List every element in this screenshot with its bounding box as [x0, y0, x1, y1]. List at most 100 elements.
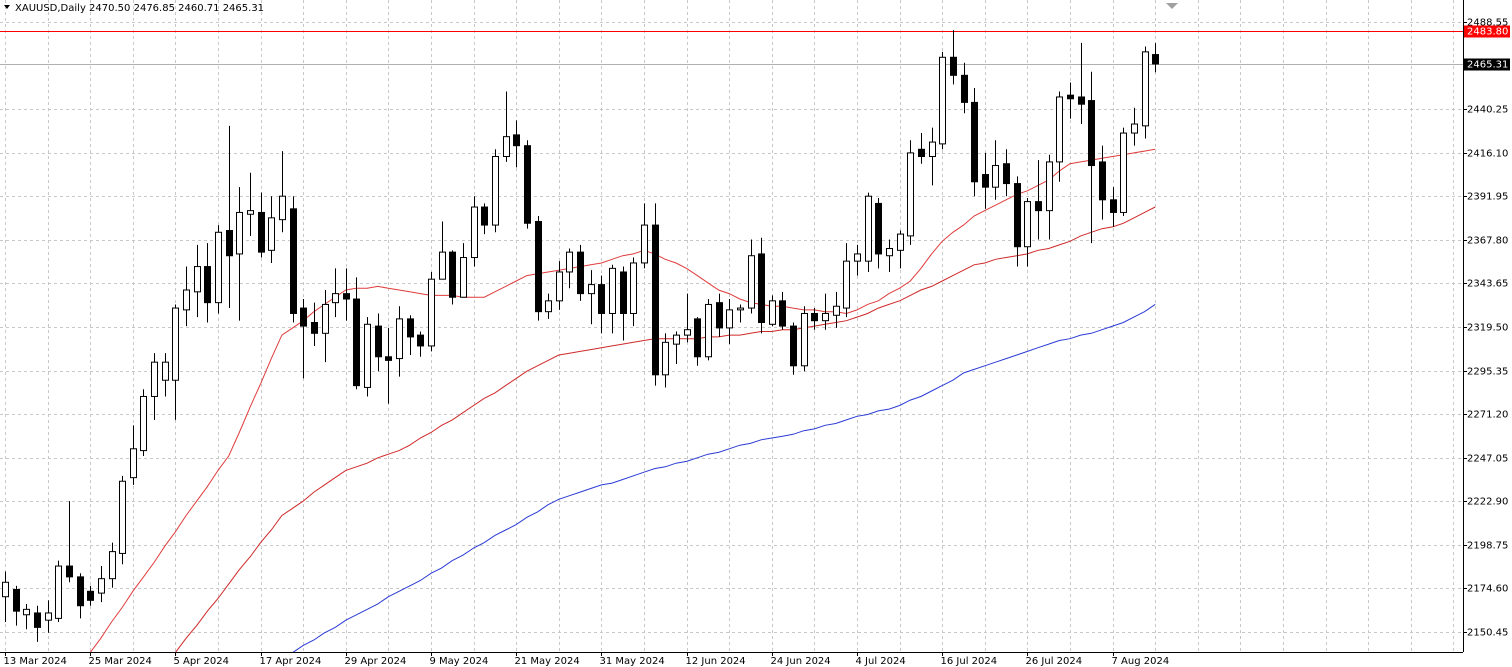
candle-body — [662, 341, 669, 376]
candle-body — [694, 318, 701, 358]
candle-body — [598, 284, 605, 314]
candle-body — [247, 210, 254, 215]
candle-body — [705, 303, 712, 358]
candle-body — [183, 289, 190, 311]
candle-body — [13, 589, 20, 612]
candle-body — [353, 298, 360, 387]
candle-body — [513, 134, 520, 147]
candle-body — [140, 395, 147, 452]
candle-body — [535, 220, 542, 313]
candle-body — [1078, 96, 1085, 105]
y-tick-label: 2222.90 — [1467, 497, 1508, 508]
candle-body — [609, 267, 616, 314]
grid — [0, 0, 1463, 652]
x-tick-label: 16 Jul 2024 — [941, 656, 998, 667]
x-tick-label: 31 May 2024 — [600, 656, 665, 667]
candle-body — [726, 309, 733, 329]
x-tick-label: 29 Apr 2024 — [345, 656, 407, 667]
candle-body — [460, 257, 467, 298]
candle-body — [226, 229, 233, 257]
candle-body — [87, 590, 94, 601]
candle-body — [258, 211, 265, 253]
candle-body — [77, 576, 84, 607]
candle-body — [1014, 183, 1021, 248]
candle-body — [577, 251, 584, 295]
quote-close: 2465.31 — [223, 3, 264, 14]
candle-body — [684, 329, 691, 336]
candle-body — [290, 208, 297, 314]
price-label-box — [1464, 58, 1510, 71]
candle-body — [652, 224, 659, 376]
candle-body — [130, 448, 137, 479]
candle-body — [1035, 201, 1042, 212]
candle-body — [1056, 96, 1063, 163]
candle-body — [162, 361, 169, 381]
x-tick-label: 13 Mar 2024 — [4, 656, 67, 667]
candle-body — [119, 480, 126, 554]
candle-body — [939, 56, 946, 145]
quote-high: 2476.85 — [134, 3, 175, 14]
candle-body — [55, 565, 62, 619]
candle-body — [907, 152, 914, 237]
x-tick-label: 4 Jul 2024 — [856, 656, 906, 667]
price-label: 2483.80 — [1467, 27, 1508, 38]
candle-body — [971, 101, 978, 183]
candle-body — [236, 211, 243, 255]
candle-body — [886, 248, 893, 257]
candle-body — [1024, 201, 1031, 248]
candle-body — [875, 202, 882, 255]
x-tick-label: 9 May 2024 — [430, 656, 489, 667]
candle-body — [481, 206, 488, 226]
candle-body — [811, 312, 818, 322]
candle-body — [109, 551, 116, 580]
candle-body — [769, 300, 776, 325]
candle-body — [992, 165, 999, 188]
candle-body — [1120, 132, 1127, 213]
candle-body — [716, 302, 723, 329]
candle-body — [1003, 163, 1010, 185]
candle-body — [300, 307, 307, 327]
candle-body — [194, 266, 201, 293]
price-label: 2465.31 — [1467, 60, 1508, 71]
plot — [0, 30, 1463, 654]
candle-body — [748, 255, 755, 309]
candle-body — [620, 271, 627, 314]
candle-body — [215, 231, 222, 304]
y-tick-label: 2198.75 — [1467, 541, 1508, 552]
candle-body — [34, 612, 41, 628]
quote-open: 2470.50 — [89, 3, 130, 14]
candle-body — [492, 156, 499, 226]
candle-body — [2, 581, 9, 598]
candle-body — [556, 271, 563, 302]
y-tick-label: 2319.50 — [1467, 323, 1508, 334]
candle-body — [45, 612, 52, 621]
candle-body — [961, 74, 968, 103]
symbol: XAUUSD,Daily — [15, 3, 86, 14]
header-arrow — [4, 5, 10, 9]
y-tick-label: 2367.80 — [1467, 236, 1508, 247]
x-tick-label: 7 Aug 2024 — [1112, 656, 1170, 667]
candle-body — [843, 260, 850, 309]
candle-body — [332, 293, 339, 304]
y-tick-label: 2295.35 — [1467, 367, 1508, 378]
candle-body — [375, 325, 382, 358]
candle-body — [364, 323, 371, 388]
price-label-box — [1464, 25, 1510, 38]
candle-body — [630, 262, 637, 314]
candle-body — [428, 278, 435, 347]
candle-body — [673, 334, 680, 345]
candle-body — [833, 305, 840, 316]
x-tick-label: 5 Apr 2024 — [174, 656, 229, 667]
line-series — [89, 148, 1156, 653]
candle-body — [343, 293, 350, 300]
candle-body — [1142, 51, 1149, 127]
y-tick-label: 2174.60 — [1467, 584, 1508, 595]
candle-body — [822, 312, 829, 322]
x-tick-label: 21 May 2024 — [515, 656, 580, 667]
x-tick-label: 12 Jun 2024 — [686, 656, 746, 667]
candle-body — [588, 284, 595, 295]
line-series — [292, 303, 1156, 654]
candle-body — [407, 318, 414, 338]
